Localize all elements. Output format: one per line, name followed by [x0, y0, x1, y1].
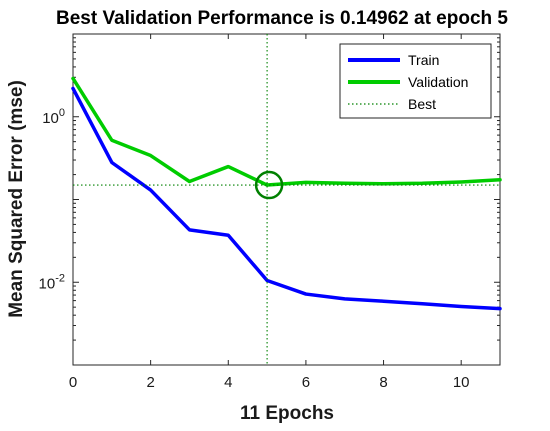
x-axis: 0 2 4 6 8 10: [69, 34, 470, 391]
y-tick-label-exponent: -2: [55, 272, 65, 284]
series-line-validation: [71, 76, 502, 187]
y-axis-label: Mean Squared Error (mse): [6, 80, 27, 318]
y-tick-label-base: 10: [42, 110, 59, 127]
best-point-circle: [254, 170, 284, 200]
legend: Train Validation Best: [339, 43, 492, 119]
series-line-train: [71, 86, 502, 311]
legend-label-best: Best: [408, 96, 436, 112]
x-axis-label: 11 Epochs: [240, 403, 334, 424]
y-tick-label-base: 10: [39, 275, 56, 292]
x-tick-label: 0: [69, 374, 77, 391]
x-tick-label: 2: [146, 374, 154, 391]
series-layer: [71, 76, 502, 311]
chart-title: Best Validation Performance is 0.14962 a…: [56, 8, 508, 29]
legend-label-validation: Validation: [408, 74, 468, 90]
x-tick-label: 8: [379, 374, 387, 391]
y-tick-label: 100: [42, 107, 65, 127]
y-tick-label: 10-2: [39, 272, 65, 292]
x-tick-label: 10: [453, 374, 470, 391]
y-tick-label-exponent: 0: [59, 107, 65, 119]
x-tick-label: 6: [302, 374, 310, 391]
best-marker-layer: [73, 34, 500, 365]
legend-label-train: Train: [408, 52, 439, 68]
x-tick-label: 4: [224, 374, 232, 391]
